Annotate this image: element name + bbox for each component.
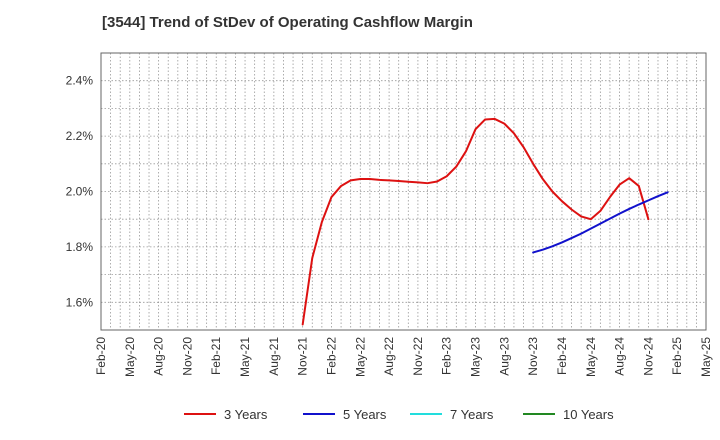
x-tick-label: Feb-22: [324, 337, 338, 375]
series-lines: [301, 117, 669, 326]
x-tick-label: May-25: [699, 337, 713, 377]
x-tick-label: Nov-20: [180, 337, 194, 376]
x-tick-label: Feb-25: [670, 337, 684, 375]
x-tick-label: May-21: [238, 337, 252, 377]
legend-label: 5 Years: [343, 407, 387, 422]
x-tick-label: May-22: [353, 337, 367, 377]
x-tick-label: Feb-23: [440, 337, 454, 375]
x-tick-label: Feb-24: [555, 337, 569, 375]
x-tick-label: May-20: [123, 337, 137, 377]
legend-item: 7 Years: [410, 407, 494, 422]
legend-label: 3 Years: [224, 407, 268, 422]
x-tick-label: May-24: [584, 337, 598, 377]
y-tick-label: 2.4%: [66, 74, 94, 88]
y-axis-tick-labels: 1.6% 1.8% 2.0% 2.2% 2.4%: [66, 74, 94, 310]
y-tick-label: 1.8%: [66, 240, 94, 254]
x-tick-label: May-23: [469, 337, 483, 377]
chart-title: [3544] Trend of StDev of Operating Cashf…: [102, 14, 473, 31]
y-tick-label: 2.2%: [66, 129, 94, 143]
legend-item: 3 Years: [184, 407, 268, 422]
legend-label: 10 Years: [563, 407, 614, 422]
x-tick-label: Nov-22: [411, 337, 425, 376]
x-tick-label: Nov-24: [641, 337, 655, 376]
x-tick-label: Aug-24: [613, 337, 627, 376]
x-tick-label: Aug-22: [382, 337, 396, 376]
plot-area-border: [100, 52, 707, 331]
x-tick-label: Aug-20: [152, 337, 166, 376]
x-axis-tick-labels: Feb-20 May-20 Aug-20 Nov-20 Feb-21 May-21 Aug-…: [94, 337, 713, 377]
y-tick-label: 2.0%: [66, 185, 94, 199]
series-line-3-years: [301, 117, 650, 326]
x-tick-label: Aug-21: [267, 337, 281, 376]
legend-item: 5 Years: [303, 407, 387, 422]
x-tick-label: Nov-21: [296, 337, 310, 376]
x-tick-label: Aug-23: [497, 337, 511, 376]
legend-label: 7 Years: [450, 407, 494, 422]
x-tick-label: Feb-21: [209, 337, 223, 375]
series-line-5-years: [532, 191, 669, 254]
y-tick-label: 1.6%: [66, 295, 94, 309]
x-tick-label: Feb-20: [94, 337, 108, 375]
legend: 3 Years 5 Years 7 Years 10 Years: [184, 407, 614, 422]
x-tick-label: Nov-23: [526, 337, 540, 376]
legend-item: 10 Years: [523, 407, 614, 422]
